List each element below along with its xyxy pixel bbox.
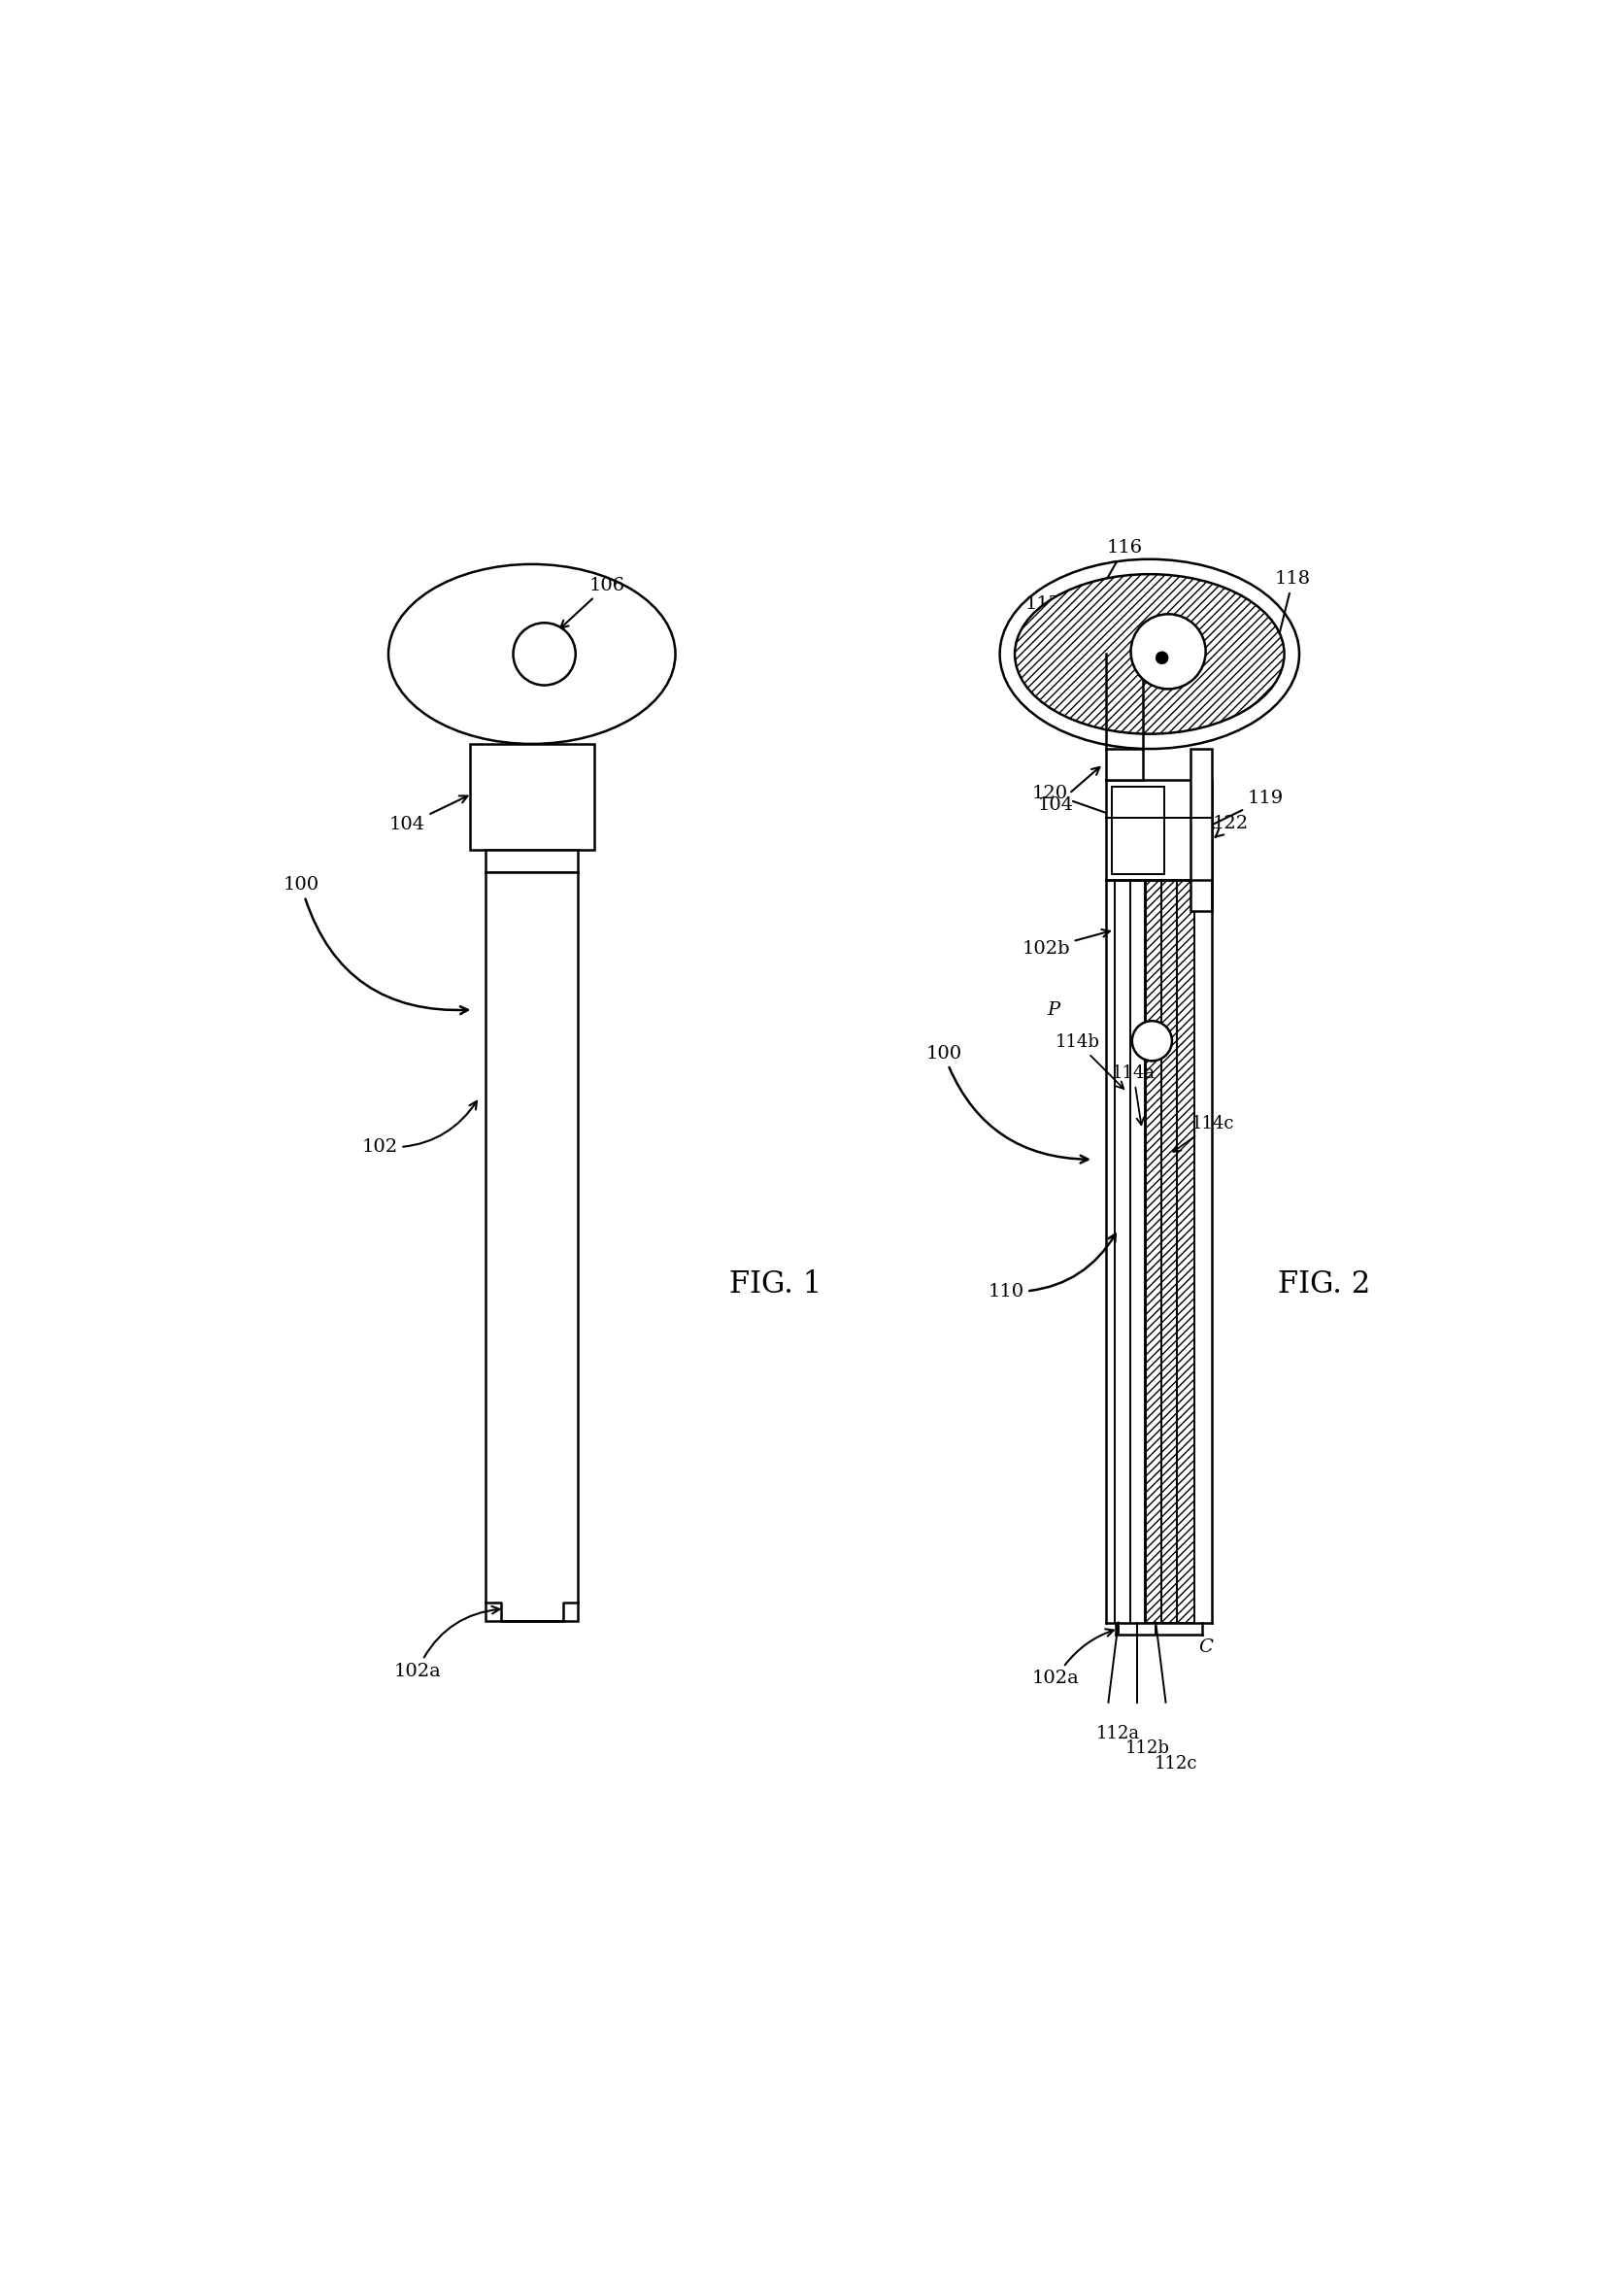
Text: 112c: 112c <box>1154 1754 1197 1773</box>
Text: 116: 116 <box>1102 540 1142 588</box>
Bar <box>1112 785 1163 875</box>
Text: 100: 100 <box>925 1045 1088 1164</box>
Text: 114a: 114a <box>1110 1065 1155 1125</box>
Circle shape <box>1130 613 1205 689</box>
Bar <box>486 850 578 872</box>
Text: C: C <box>1197 1639 1212 1655</box>
Text: P: P <box>1046 1001 1059 1019</box>
Text: FIG. 2: FIG. 2 <box>1278 1270 1369 1300</box>
Text: 119: 119 <box>1205 790 1282 829</box>
Text: 118: 118 <box>1273 569 1310 650</box>
Text: FIG. 1: FIG. 1 <box>729 1270 821 1300</box>
Ellipse shape <box>388 565 676 744</box>
Text: 120: 120 <box>1031 785 1115 817</box>
Text: 102: 102 <box>362 1102 476 1155</box>
Circle shape <box>1131 1022 1171 1061</box>
Ellipse shape <box>1014 574 1284 735</box>
Text: 112a: 112a <box>1096 1724 1139 1743</box>
Text: 106: 106 <box>560 576 624 629</box>
Text: 122: 122 <box>1212 815 1249 838</box>
Bar <box>1144 879 1194 1623</box>
Bar <box>1105 748 1142 781</box>
Bar <box>1105 781 1212 879</box>
Circle shape <box>513 622 576 684</box>
Bar <box>486 872 578 1621</box>
Text: 114b: 114b <box>1054 1033 1123 1088</box>
Text: 110: 110 <box>988 1233 1115 1300</box>
Text: 104: 104 <box>389 797 467 833</box>
Text: 102b: 102b <box>1022 930 1109 957</box>
Text: 114c: 114c <box>1173 1114 1234 1153</box>
Bar <box>470 744 594 850</box>
Text: 102a: 102a <box>393 1607 499 1681</box>
Circle shape <box>1155 652 1168 664</box>
Text: 100: 100 <box>283 877 468 1015</box>
Text: 112b: 112b <box>1125 1740 1168 1756</box>
Text: 117: 117 <box>1025 595 1078 661</box>
Text: 104: 104 <box>1038 767 1099 813</box>
Text: 102a: 102a <box>1031 1628 1113 1688</box>
Bar <box>1191 748 1212 912</box>
